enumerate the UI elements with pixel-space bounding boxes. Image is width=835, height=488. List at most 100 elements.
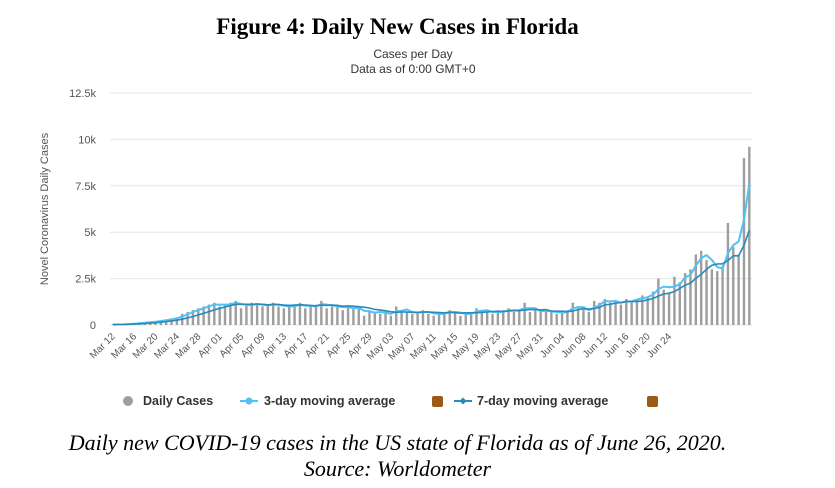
daily-cases-bar	[528, 312, 532, 325]
daily-cases-bar	[384, 312, 387, 325]
daily-cases-bar	[373, 312, 377, 325]
daily-cases-bar	[566, 310, 569, 325]
daily-cases-bar	[239, 308, 243, 325]
daily-cases-bar	[389, 315, 393, 325]
daily-cases-bar	[587, 312, 591, 325]
daily-cases-bar	[732, 247, 735, 325]
moving-average-lines	[112, 183, 751, 326]
daily-cases-bar	[271, 302, 275, 325]
daily-cases-bar	[421, 310, 425, 325]
y-tick-label: 0	[90, 320, 96, 332]
daily-cases-bar	[325, 308, 328, 325]
daily-cases-bar	[485, 310, 489, 325]
daily-cases-bar	[630, 300, 633, 325]
daily-cases-bar	[625, 299, 628, 325]
chart-title: Cases per Day	[373, 47, 452, 61]
daily-cases-bar	[737, 254, 740, 325]
daily-cases-bar	[288, 304, 291, 325]
daily-cases-bar	[411, 313, 414, 325]
daily-cases-bar	[721, 265, 724, 325]
daily-cases-bar	[336, 304, 339, 325]
daily-cases-bar	[368, 310, 371, 325]
daily-cases-bar	[378, 313, 382, 325]
daily-cases-bar	[635, 299, 639, 325]
daily-cases-bar	[437, 312, 441, 325]
legend-daily-cases-marker	[123, 396, 133, 406]
daily-cases-bar	[432, 315, 435, 325]
daily-cases-bar	[266, 304, 270, 325]
daily-cases-bar	[609, 302, 612, 325]
daily-cases-bar	[405, 312, 409, 325]
ma7-line	[112, 230, 751, 326]
y-tick-label: 7.5k	[75, 181, 96, 193]
daily-cases-bar	[662, 289, 665, 325]
daily-cases-bar	[571, 302, 574, 325]
daily-cases-bar	[523, 302, 526, 325]
daily-cases-bar	[598, 302, 601, 325]
daily-cases-bar	[207, 304, 211, 325]
daily-cases-bar	[582, 310, 585, 325]
daily-cases-bar	[197, 308, 200, 325]
daily-cases-bar	[555, 313, 558, 325]
daily-cases-bar	[469, 312, 473, 325]
daily-cases-bar	[400, 310, 403, 325]
legend-ma7-checkbox[interactable]	[647, 396, 658, 407]
daily-cases-bar	[191, 310, 195, 325]
daily-cases-bar	[544, 310, 548, 325]
daily-cases-bar	[250, 302, 253, 325]
daily-cases-bar	[619, 304, 623, 325]
daily-cases-bar	[651, 291, 655, 325]
legend-ma3-marker	[245, 397, 253, 405]
caption-line-2: Source: Worldometer	[303, 456, 492, 481]
daily-cases-bar	[229, 302, 232, 325]
daily-cases-bar	[202, 306, 205, 325]
chart-subtitle: Data as of 0:00 GMT+0	[350, 62, 475, 76]
daily-cases-bar	[592, 300, 596, 325]
daily-cases-bar	[726, 222, 730, 325]
daily-cases-bar	[223, 304, 227, 325]
daily-cases-bar	[678, 282, 681, 325]
daily-cases-bar	[603, 299, 607, 325]
legend-ma3-label: 3-day moving average	[264, 394, 395, 408]
y-tick-label: 2.5k	[75, 274, 96, 286]
daily-cases-bar	[352, 308, 355, 325]
daily-cases-bar	[491, 313, 494, 325]
daily-cases-bar	[464, 313, 467, 325]
daily-cases-bar	[330, 306, 334, 325]
x-tick-label: Jun 24	[645, 331, 674, 360]
daily-cases-bar	[683, 273, 687, 325]
daily-cases-bar	[614, 300, 617, 325]
caption-line-1: Daily new COVID-19 cases in the US state…	[68, 430, 727, 455]
daily-cases-bar	[314, 304, 318, 325]
daily-cases-bar	[742, 157, 746, 325]
daily-cases-bar	[261, 306, 264, 325]
daily-cases-bar	[699, 250, 703, 325]
daily-cases-bar	[534, 310, 537, 325]
daily-cases-bar	[357, 308, 360, 325]
daily-cases-bar	[309, 306, 312, 325]
daily-cases-bar	[443, 313, 446, 325]
daily-cases-bar	[480, 312, 484, 325]
daily-cases-bar	[293, 306, 296, 325]
daily-cases-bar	[641, 295, 644, 325]
daily-cases-bar	[502, 310, 505, 325]
daily-cases-bar	[667, 293, 671, 325]
figure-caption: Daily new COVID-19 cases in the US state…	[0, 430, 795, 482]
legend-ma3-checkbox[interactable]	[432, 396, 443, 407]
y-tick-label: 10k	[78, 134, 96, 146]
daily-cases-bar	[646, 297, 649, 325]
daily-cases-bar	[550, 312, 553, 325]
daily-cases-bar	[245, 304, 248, 325]
y-tick-label: 5k	[84, 227, 96, 239]
daily-cases-bar	[277, 306, 280, 325]
y-tick-label: 12.5k	[69, 88, 96, 100]
daily-cases-bar	[282, 308, 286, 325]
figure-title: Figure 4: Daily New Cases in Florida	[216, 14, 579, 39]
daily-cases-bar	[539, 312, 542, 325]
legend-ma7-label: 7-day moving average	[477, 394, 608, 408]
daily-cases-bar	[518, 310, 521, 325]
y-axis-label: Novel Coronavirus Daily Cases	[39, 132, 51, 285]
daily-cases-bar	[560, 312, 564, 325]
daily-cases-bar	[673, 276, 676, 325]
